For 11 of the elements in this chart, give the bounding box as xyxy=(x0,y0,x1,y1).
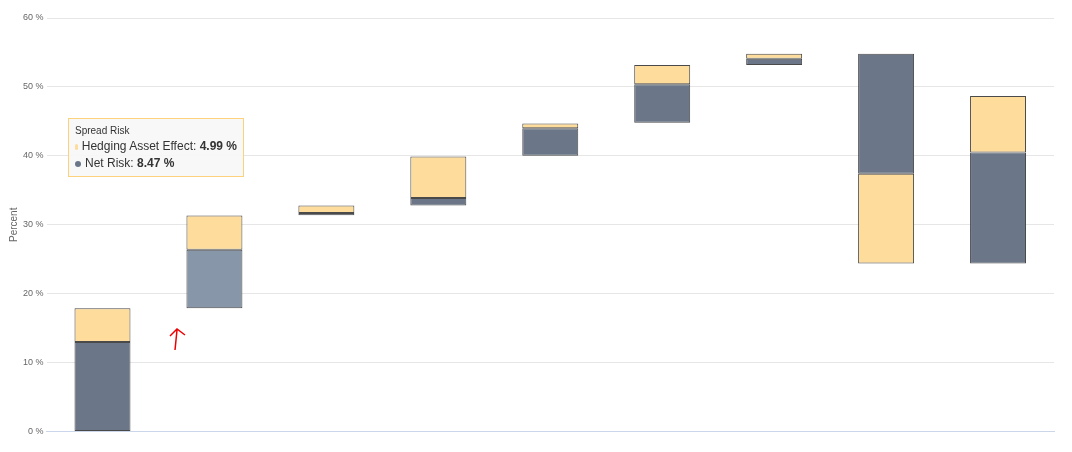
y-axis-title: Percent xyxy=(7,207,19,243)
annotation: Hedging Asset Effect: 4.99 % xyxy=(81,138,237,155)
y-tick-label: 0 % xyxy=(28,426,44,437)
annotation: Spread Risk xyxy=(75,124,131,138)
y-tick-label: 40 % xyxy=(23,150,44,161)
y-tick-label: 20 % xyxy=(23,288,44,299)
y-tick-label: 50 % xyxy=(23,81,44,92)
y-tick-label: 10 % xyxy=(23,357,44,368)
y-tick-label: 30 % xyxy=(23,219,44,230)
annotation: Net Risk: 8.47 % xyxy=(85,155,175,172)
y-tick-label: 60 % xyxy=(23,12,44,23)
